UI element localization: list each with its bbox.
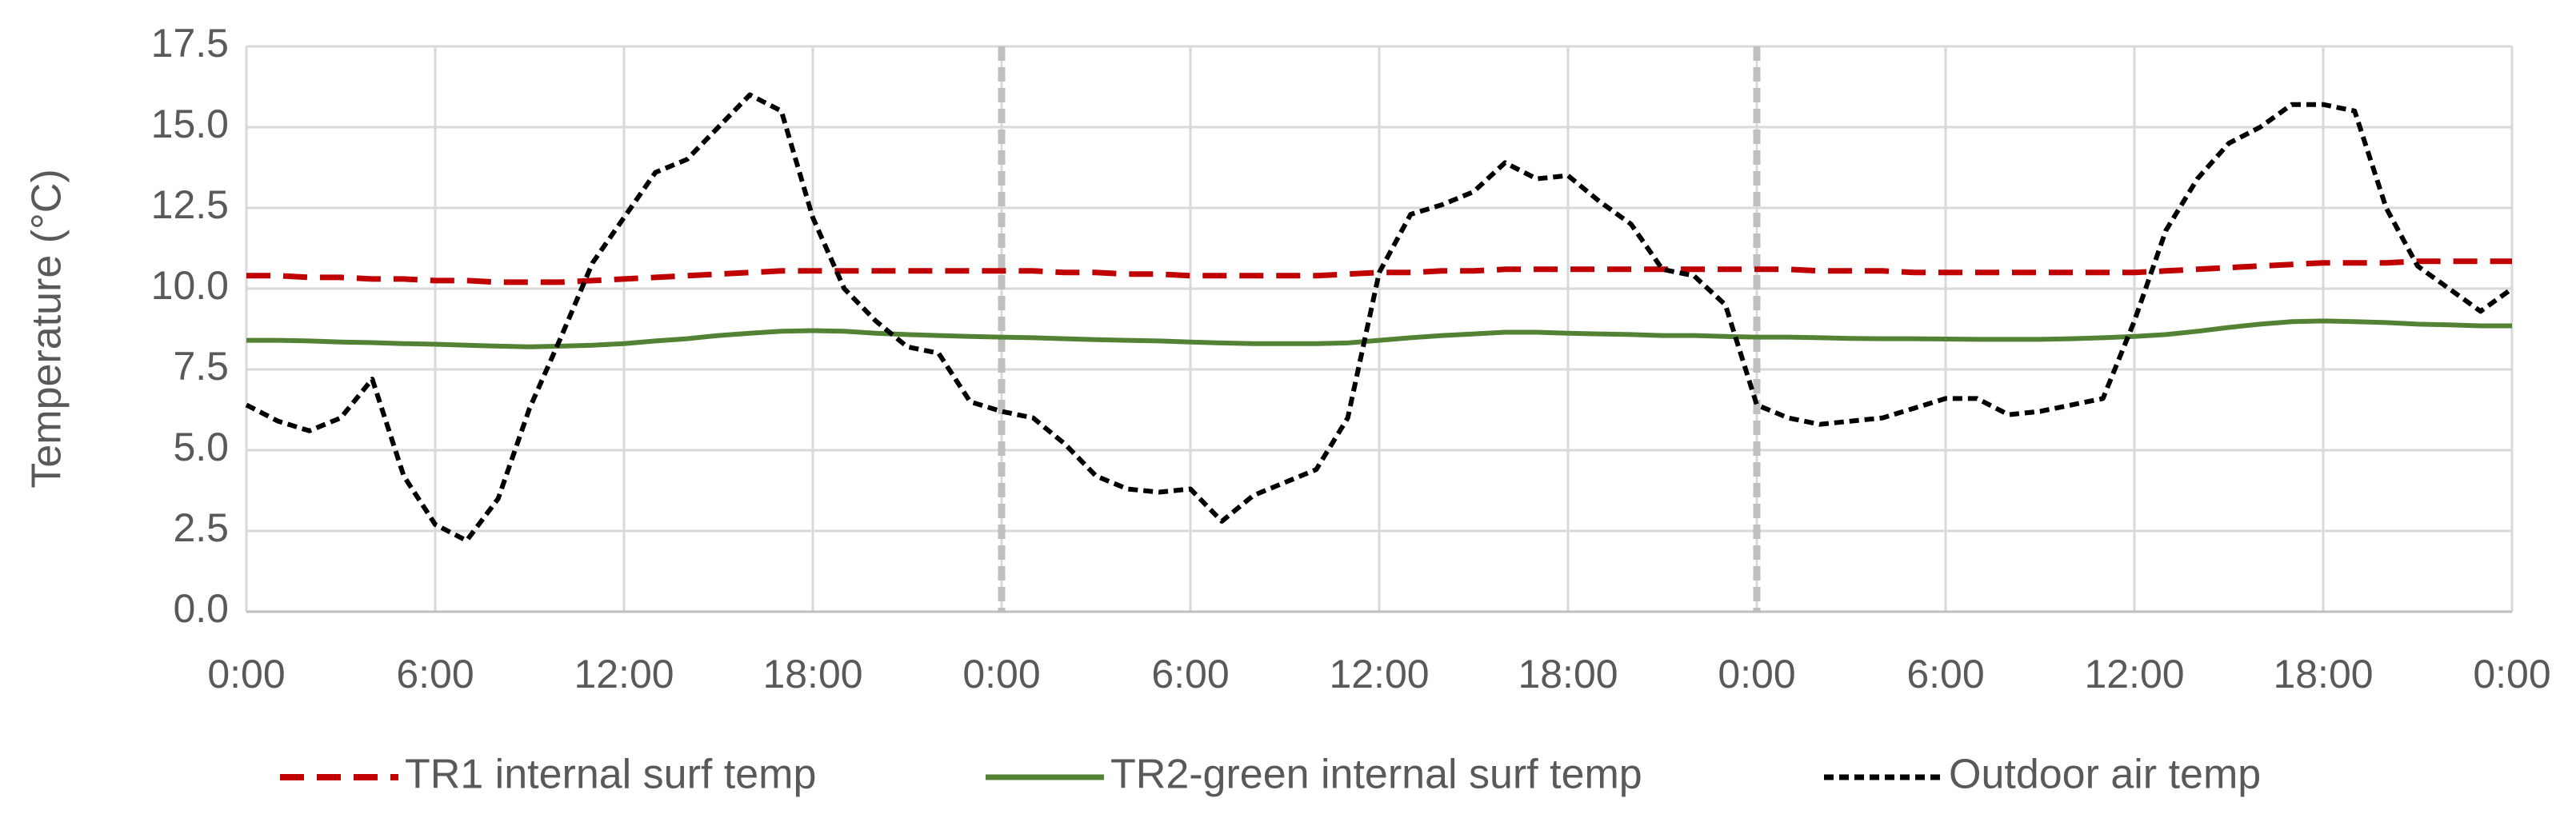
x-tick-label: 18:00 [2273, 652, 2373, 696]
y-tick-label: 10.0 [151, 263, 229, 308]
x-tick-label: 0:00 [1718, 652, 1795, 696]
x-tick-label: 6:00 [396, 652, 474, 696]
x-tick-label: 12:00 [1329, 652, 1429, 696]
series-line [246, 258, 2512, 285]
y-tick-label: 15.0 [151, 102, 229, 146]
x-tick-label: 6:00 [1906, 652, 1984, 696]
x-tick-label: 0:00 [207, 652, 285, 696]
x-tick-label: 18:00 [1518, 652, 1618, 696]
x-tick-label: 12:00 [2084, 652, 2184, 696]
legend-label: TR1 internal surf temp [405, 752, 816, 798]
legend-label: TR2-green internal surf temp [1110, 752, 1642, 798]
x-tick-label: 0:00 [2473, 652, 2550, 696]
series-line [246, 318, 2512, 349]
x-tick-label: 18:00 [762, 652, 862, 696]
x-tick-label: 6:00 [1151, 652, 1229, 696]
y-tick-label: 7.5 [173, 344, 229, 389]
series-line [245, 92, 2514, 544]
y-tick-label: 5.0 [173, 425, 229, 469]
legend-label: Outdoor air temp [1949, 752, 2261, 798]
y-tick-label: 2.5 [173, 505, 229, 550]
x-tick-label: 0:00 [962, 652, 1040, 696]
y-axis-label: Temperature (°C) [24, 169, 70, 488]
y-tick-label: 0.0 [173, 586, 229, 631]
x-tick-label: 12:00 [574, 652, 674, 696]
y-tick-label: 17.5 [151, 21, 229, 66]
y-tick-label: 12.5 [151, 182, 229, 227]
